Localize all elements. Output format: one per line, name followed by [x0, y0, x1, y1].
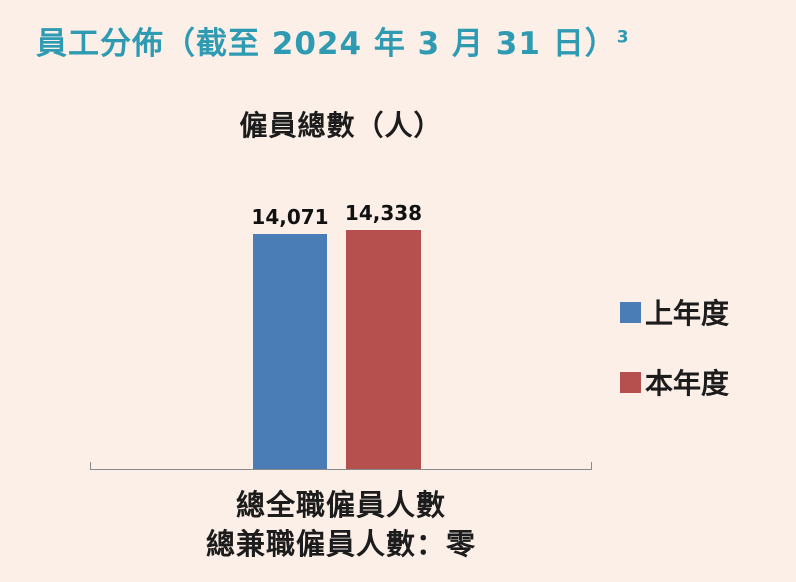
x-axis-label-line1: 總全職僱員人數 [235, 488, 446, 522]
bar-current-year: 14,338 [345, 201, 422, 470]
page-title-text: 員工分佈（截至 2024 年 3 月 31 日） [36, 26, 617, 62]
bar-value-current-year: 14,338 [344, 201, 423, 225]
legend-item-previous-year: 上年度 [620, 292, 729, 332]
bar-previous-year: 14,071 [251, 205, 329, 470]
x-axis-label-line2: 總兼職僱員人數：零 [205, 527, 476, 561]
bar-value-previous-year: 14,071 [251, 205, 329, 229]
legend-swatch-current-year [620, 371, 641, 393]
legend-item-current-year: 本年度 [620, 362, 729, 402]
legend-label-current-year: 本年度 [645, 367, 730, 400]
plot-area: 14,071 14,338 [90, 130, 592, 470]
chart-title: 僱員總數（人） [239, 109, 443, 142]
legend-swatch-previous-year [620, 301, 641, 323]
legend: 上年度 本年度 [620, 292, 729, 402]
x-axis-label: 總全職僱員人數 總兼職僱員人數：零 [90, 486, 592, 564]
page-title: 員工分佈（截至 2024 年 3 月 31 日）3 [36, 18, 630, 63]
legend-label-previous-year: 上年度 [645, 297, 730, 330]
x-axis-line [90, 462, 592, 470]
title-footnote-ref: 3 [616, 27, 630, 48]
